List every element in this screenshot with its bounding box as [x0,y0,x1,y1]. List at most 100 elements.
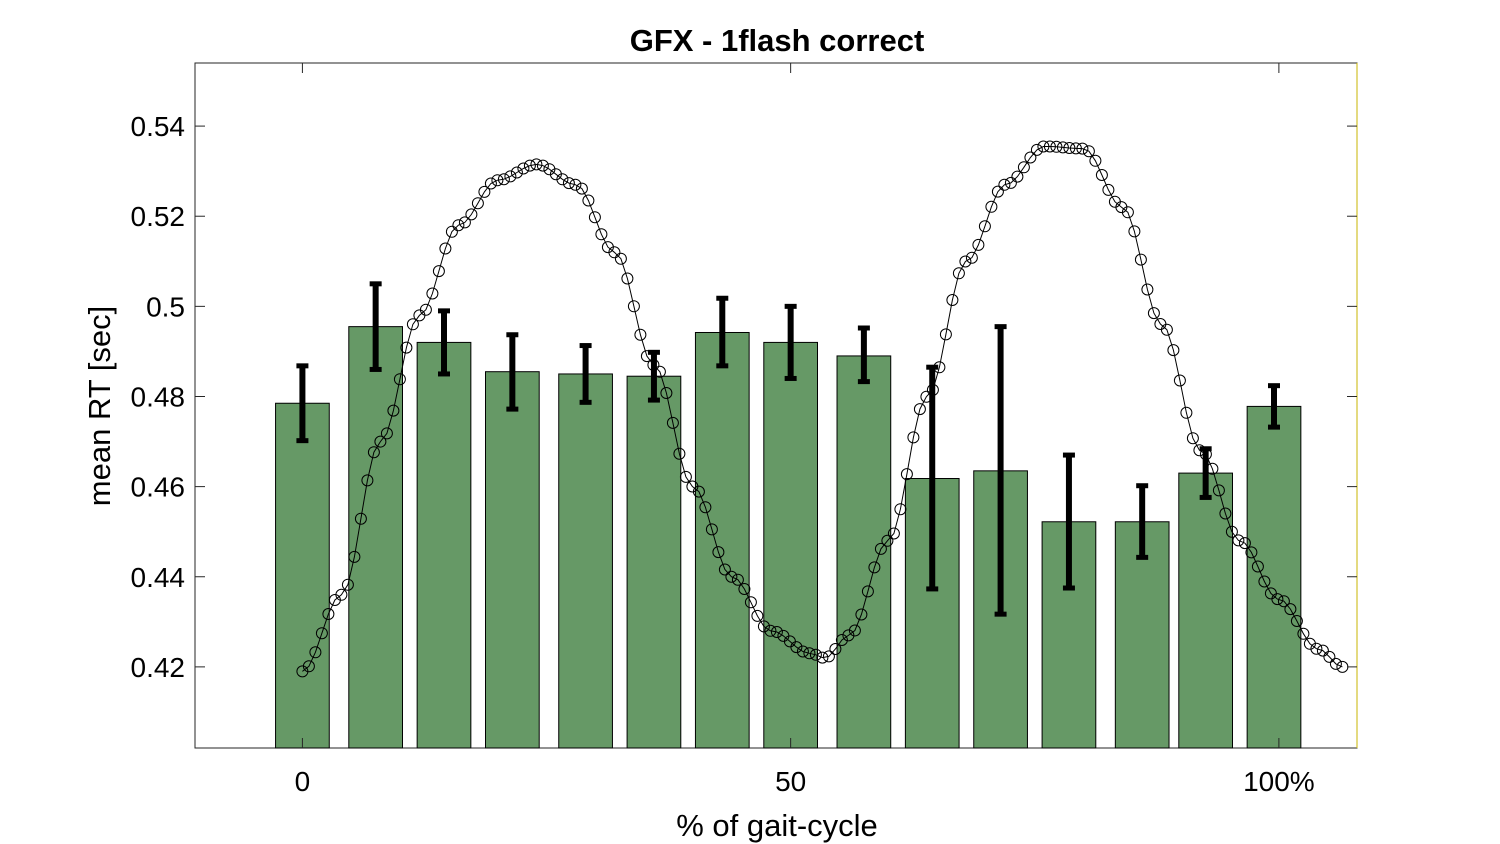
curve-marker-90 [881,534,894,547]
curve-marker-98 [933,361,946,374]
curve-marker-34 [517,162,530,175]
curve-marker-77 [796,645,809,658]
bar-4 [558,373,613,749]
curve-marker-9 [354,512,367,525]
curve-marker-17 [406,318,419,331]
bar-5 [626,375,682,749]
x-tick-label-1: 50 [775,766,806,797]
curve-marker-103 [965,251,978,264]
curve-marker-148 [1258,575,1271,588]
curve-marker-114 [1037,140,1050,153]
curve-marker-107 [991,185,1004,198]
curve-marker-86 [855,608,868,621]
errorbar-4 [579,343,592,405]
curve-marker-118 [1063,142,1076,154]
curve-marker-8 [348,550,361,563]
curve-marker-11 [367,446,380,459]
errorbar-5 [647,349,660,403]
curve-marker-152 [1284,603,1297,616]
curve-marker-24 [452,219,465,232]
curve-marker-56 [660,387,673,399]
curve-marker-101 [952,267,965,280]
curve-marker-16 [400,341,413,354]
curve-marker-140 [1206,462,1219,475]
curve-marker-156 [1310,642,1323,655]
curve-marker-119 [1069,142,1082,155]
curve-marker-147 [1251,560,1264,573]
curve-marker-135 [1173,374,1186,387]
curve-marker-122 [1089,154,1102,167]
curve-marker-28 [478,185,491,198]
bar-7 [763,341,819,749]
curve-marker-27 [471,197,484,210]
curve-marker-121 [1082,145,1095,158]
curve-marker-87 [861,585,874,598]
curve-marker-94 [907,431,920,444]
curve-marker-21 [432,265,445,278]
curve-marker-79 [809,648,822,661]
curve-marker-151 [1277,595,1290,608]
y-tick-label-4: 0.5 [146,291,185,322]
curve-marker-109 [1004,176,1017,189]
curve-marker-83 [835,634,848,646]
curve-marker-50 [621,272,634,285]
y-tick-label-6: 0.54 [131,111,186,142]
curve-marker-35 [523,159,536,172]
bar-13 [1178,472,1233,749]
curve-marker-158 [1323,650,1336,663]
curve-marker-136 [1180,406,1193,419]
y-tick-label-5: 0.52 [131,201,186,232]
curve-marker-102 [959,255,972,268]
curve-marker-15 [393,373,406,386]
curve-marker-51 [627,300,640,313]
errorbar-12 [1136,483,1149,560]
errorbar-14 [1268,383,1280,430]
curve-marker-41 [562,177,575,190]
curve-marker-150 [1271,593,1284,606]
curve-marker-124 [1102,183,1115,196]
overlay-curve [296,140,1349,678]
x-tick-label-2: 100% [1243,766,1315,797]
curve-marker-2 [309,646,322,659]
curve-marker-92 [894,503,907,516]
curve-marker-7 [341,578,354,591]
curve-marker-36 [530,158,543,171]
curve-marker-22 [439,242,452,255]
curve-marker-157 [1316,644,1329,657]
curve-marker-19 [419,303,432,316]
curve-marker-68 [738,583,751,595]
curve-marker-40 [556,173,569,186]
bar-3 [485,371,540,749]
curve-marker-71 [757,620,770,633]
errorbar-8 [857,325,870,385]
y-tick-label-2: 0.46 [131,472,186,503]
errorbar-group [296,281,1280,617]
bar-8 [836,355,892,749]
curve-marker-20 [426,287,439,300]
curve-marker-112 [1024,151,1037,164]
curve-marker-55 [653,365,666,378]
curve-marker-96 [920,390,933,403]
curve-marker-58 [673,447,686,460]
curve-marker-133 [1160,323,1173,336]
curve-marker-64 [712,546,725,559]
curve-marker-134 [1167,344,1180,357]
curve-marker-29 [484,177,497,190]
curve-marker-88 [868,561,881,574]
curve-marker-110 [1011,170,1024,183]
bar-14 [1246,405,1302,749]
bar-0 [275,402,330,749]
curve-marker-99 [939,328,952,341]
curve-marker-154 [1297,627,1310,640]
overlay-curve-line [302,146,1343,672]
errorbar-3 [506,332,519,412]
curve-marker-53 [640,350,653,363]
curve-marker-115 [1043,140,1056,153]
curve-marker-155 [1303,637,1316,650]
curve-marker-113 [1030,143,1043,156]
curve-marker-66 [725,570,738,583]
errorbar-2 [438,308,450,377]
curve-marker-84 [842,629,855,642]
chart-title: GFX - 1flash correct [630,23,925,58]
curve-marker-139 [1199,448,1212,461]
